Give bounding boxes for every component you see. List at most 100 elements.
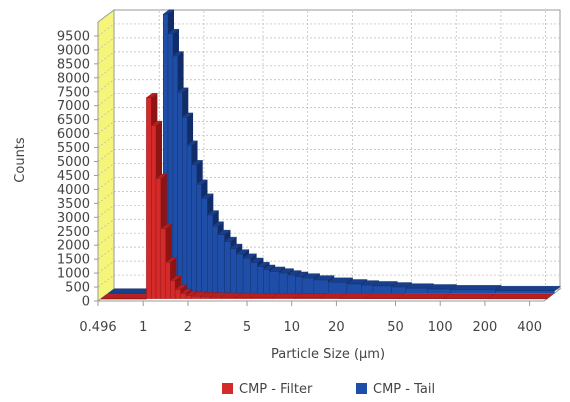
bar-side [547, 293, 554, 299]
bar [301, 277, 315, 294]
bar-side [346, 277, 353, 284]
bar [328, 282, 348, 294]
y-gridline-side [97, 51, 115, 65]
x-tick-label: 20 [328, 320, 345, 335]
y-tick-label: 0 [82, 295, 90, 310]
y-tick-label: 7500 [57, 85, 90, 100]
bar [398, 298, 444, 300]
bar-side [554, 286, 561, 292]
y-gridline-side [97, 260, 115, 274]
series-group [100, 9, 562, 300]
y-tick-label: 3500 [57, 197, 90, 212]
y-tick-label: 8500 [57, 57, 90, 72]
bar-side [257, 258, 264, 267]
legend: CMP - Filter CMP - Tail [222, 382, 435, 397]
x-tick-labels: 0.496 1 2 5 10 20 50 100 200 400 [79, 301, 542, 335]
bar [185, 295, 192, 299]
bar [224, 241, 231, 294]
bar [174, 289, 181, 299]
bar [177, 92, 183, 294]
y-gridline-side [97, 191, 115, 204]
bar [236, 253, 244, 294]
y-tick-label: 1500 [57, 253, 90, 268]
bar [257, 266, 264, 294]
bar [155, 178, 162, 299]
y-tick-label: 500 [65, 281, 90, 296]
bar-side [302, 271, 309, 279]
y-gridline-side [97, 93, 115, 106]
bar [100, 298, 147, 300]
bar-side [160, 174, 167, 229]
bar [212, 226, 218, 294]
bar-side [151, 93, 158, 126]
bar-side [217, 221, 224, 235]
x-tick-label: 400 [517, 320, 542, 335]
x-tick-label: 100 [428, 320, 453, 335]
bar-side [172, 29, 179, 57]
legend-label: CMP - Filter [239, 382, 313, 397]
bar [207, 214, 213, 294]
bar-side [250, 253, 257, 263]
bar-side [196, 160, 203, 185]
bar [313, 279, 329, 294]
y-tick-label: 6000 [57, 127, 90, 142]
y-tick-label: 5500 [57, 141, 90, 156]
y-gridline-side [97, 79, 115, 93]
bar [210, 297, 222, 299]
y-gridline-side [97, 246, 115, 260]
y-tick-label: 2500 [57, 225, 90, 240]
bar [190, 296, 201, 299]
bar-side [182, 87, 189, 118]
y-tick-label: 5000 [57, 155, 90, 170]
bar-side [186, 289, 193, 296]
bar-side [187, 112, 194, 146]
gridlines [97, 10, 560, 289]
bar [191, 164, 197, 294]
bar-top [365, 293, 406, 299]
legend-label: CMP - Tail [373, 382, 435, 397]
bar-side [177, 51, 184, 93]
legend-swatch [222, 383, 233, 394]
series-tail [107, 9, 562, 294]
y-tick-label: 2000 [57, 239, 90, 254]
x-axis-title: Particle Size (µm) [271, 347, 385, 362]
y-tick-label: 4000 [57, 183, 90, 198]
bar-side [243, 249, 250, 259]
y-gridline-side [97, 177, 115, 190]
bar [196, 184, 202, 294]
bar [443, 298, 489, 300]
bar [487, 298, 548, 300]
bar [230, 248, 237, 294]
legend-swatch [356, 383, 367, 394]
bar-side [155, 121, 162, 179]
x-tick-label: 0.496 [79, 320, 116, 335]
bar [294, 297, 322, 299]
bar-side [287, 268, 294, 276]
y-gridline-side [97, 107, 115, 120]
bar-top [450, 285, 502, 291]
bar [295, 276, 303, 294]
y-tick-label: 3000 [57, 211, 90, 226]
bar-side [175, 275, 182, 290]
series-filter [100, 93, 554, 300]
bar [339, 297, 366, 299]
bar-side [165, 224, 172, 263]
y-gridline-side [97, 37, 115, 51]
y-tick-label: 9000 [57, 43, 90, 58]
bar-side [230, 237, 237, 249]
bar [146, 97, 152, 299]
y-tick-label: 1000 [57, 267, 90, 282]
y-gridline-side [97, 121, 115, 134]
bar-side [295, 270, 302, 277]
bar-side [168, 9, 175, 34]
y-gridline-side [97, 135, 115, 148]
bar-side [279, 266, 286, 274]
y-gridline-side [97, 163, 115, 176]
bar [320, 297, 340, 299]
x-tick-label: 2 [184, 320, 192, 335]
bar-side [405, 282, 412, 289]
bar-top [398, 293, 451, 299]
bar-side [328, 275, 335, 283]
bar-side [170, 257, 177, 281]
bar [346, 283, 362, 294]
